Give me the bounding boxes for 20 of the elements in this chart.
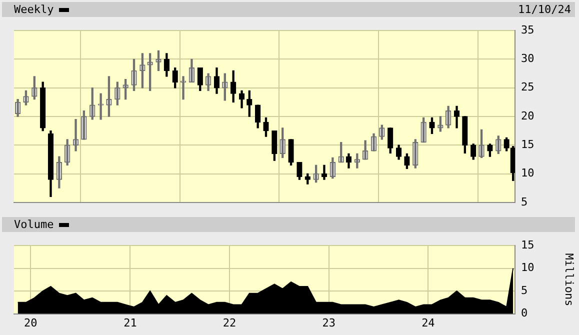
y-tick-label: 25 bbox=[521, 80, 534, 94]
y-tick-label: 15 bbox=[521, 138, 534, 151]
y-tick-label: 30 bbox=[521, 52, 534, 66]
y-tick-label: 20 bbox=[521, 109, 534, 122]
x-tick-label: 24 bbox=[422, 316, 436, 330]
y-tick-label: 15 bbox=[521, 238, 534, 252]
text: 11/10/24 bbox=[518, 2, 571, 17]
y-tick-label: 35 bbox=[521, 23, 534, 36]
x-tick-label: 22 bbox=[222, 316, 236, 330]
y-tick-label: 10 bbox=[521, 166, 534, 180]
y-tick-label: 0 bbox=[521, 306, 528, 320]
x-tick-label: 21 bbox=[124, 316, 137, 330]
x-tick-label: 23 bbox=[322, 316, 336, 330]
y-axis-title: Millions bbox=[562, 253, 576, 306]
y-tick-label: 5 bbox=[521, 284, 528, 297]
chart-title: Volume bbox=[14, 218, 54, 231]
y-tick-label: 5 bbox=[521, 195, 528, 208]
chart-title: Weekly bbox=[14, 3, 54, 16]
x-tick-label: 20 bbox=[24, 316, 38, 330]
y-tick-label: 10 bbox=[521, 261, 534, 274]
